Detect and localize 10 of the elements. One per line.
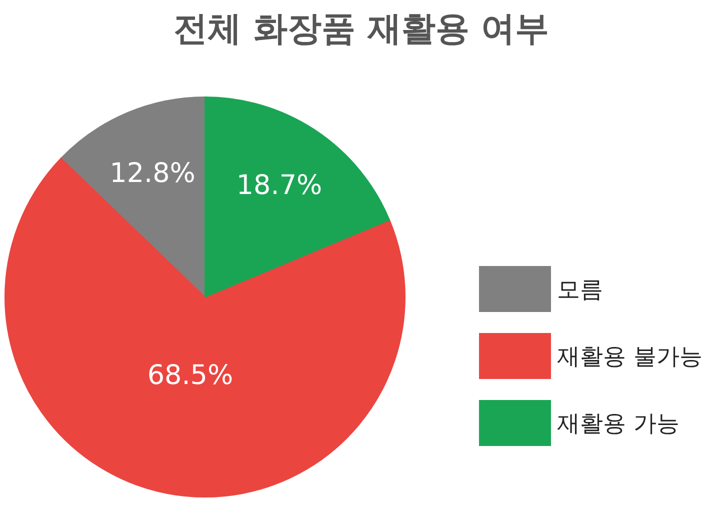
pie-slice (4, 158, 406, 498)
legend-label: 재활용 가능 (557, 410, 680, 438)
data-label: 12.8% (110, 158, 196, 190)
pie-slice (204, 96, 390, 298)
data-label: 18.7% (236, 170, 322, 201)
legend-label: 재활용 불가능 (557, 342, 702, 372)
data-label: 68.5% (147, 360, 234, 392)
pie-slice (60, 96, 206, 298)
legend-label: 모름 (557, 276, 603, 304)
chart-title: 전체 화장품 재활용 여부 (172, 8, 550, 51)
